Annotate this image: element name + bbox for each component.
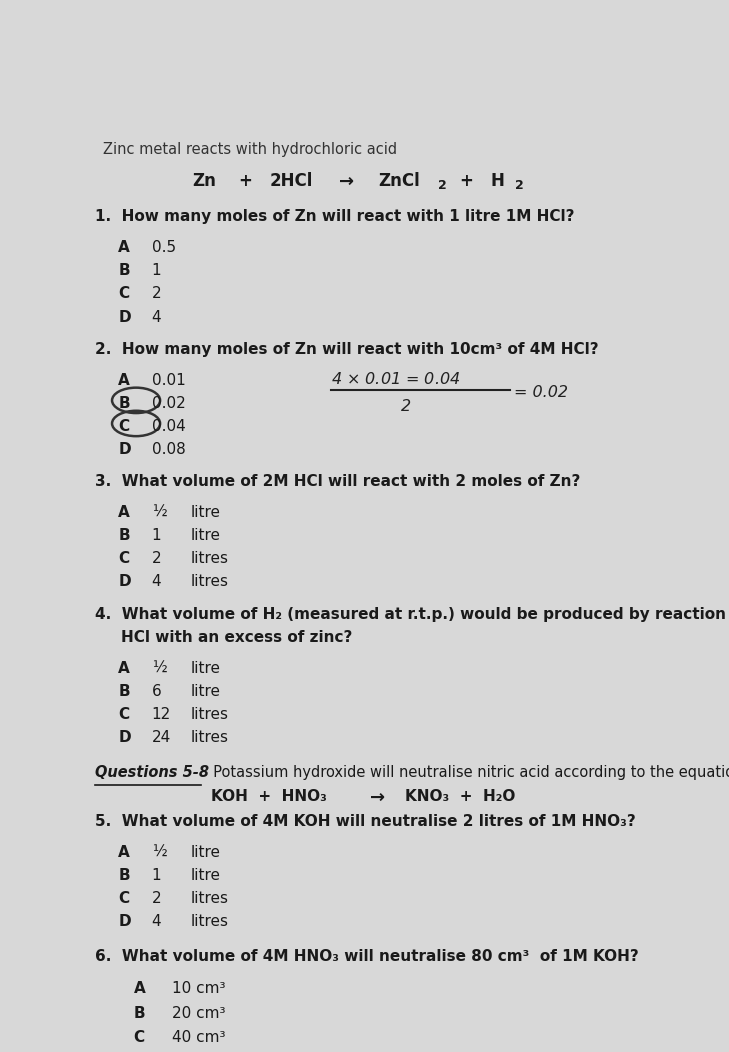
- Text: 0.08: 0.08: [152, 442, 185, 457]
- Text: Questions 5-8: Questions 5-8: [95, 765, 209, 780]
- Text: litres: litres: [190, 730, 228, 745]
- Text: Zinc metal reacts with hydrochloric acid: Zinc metal reacts with hydrochloric acid: [103, 142, 397, 157]
- Text: A: A: [118, 845, 130, 859]
- Text: KNO₃  +  H₂O: KNO₃ + H₂O: [405, 789, 515, 804]
- Text: D: D: [118, 574, 131, 589]
- Text: 2: 2: [515, 179, 524, 191]
- Text: litres: litres: [190, 574, 228, 589]
- Text: = 0.02: = 0.02: [513, 385, 567, 400]
- Text: B: B: [118, 868, 130, 883]
- Text: A: A: [118, 240, 130, 256]
- Text: +: +: [238, 173, 252, 190]
- Text: C: C: [118, 891, 129, 906]
- Text: Potassium hydroxide will neutralise nitric acid according to the equation: Potassium hydroxide will neutralise nitr…: [203, 765, 729, 780]
- Text: ½: ½: [152, 845, 166, 859]
- Text: D: D: [118, 442, 131, 457]
- Text: →: →: [370, 789, 385, 807]
- Text: D: D: [118, 309, 131, 324]
- Text: 4: 4: [152, 309, 161, 324]
- Text: ZnCl: ZnCl: [378, 173, 420, 190]
- Text: litres: litres: [190, 914, 228, 929]
- Text: B: B: [118, 396, 130, 410]
- Text: C: C: [133, 1030, 145, 1046]
- Text: litres: litres: [190, 551, 228, 566]
- Text: +: +: [459, 173, 473, 190]
- Text: litre: litre: [190, 528, 220, 543]
- Text: 3.  What volume of 2M HCl will react with 2 moles of Zn?: 3. What volume of 2M HCl will react with…: [95, 474, 580, 489]
- Text: KOH  +  HNO₃: KOH + HNO₃: [211, 789, 327, 804]
- Text: Zn: Zn: [192, 173, 216, 190]
- Text: 1.  How many moles of Zn will react with 1 litre 1M HCl?: 1. How many moles of Zn will react with …: [95, 209, 574, 224]
- Text: 6: 6: [152, 684, 161, 699]
- Text: 40 cm³: 40 cm³: [173, 1030, 226, 1046]
- Text: litre: litre: [190, 661, 220, 675]
- Text: litres: litres: [190, 707, 228, 722]
- Text: 2: 2: [438, 179, 447, 191]
- Text: 6.  What volume of 4M HNO₃ will neutralise 80 cm³  of 1M KOH?: 6. What volume of 4M HNO₃ will neutralis…: [95, 949, 639, 964]
- Text: 4: 4: [152, 914, 161, 929]
- Text: ½: ½: [152, 505, 166, 520]
- Text: 4.  What volume of H₂ (measured at r.t.p.) would be produced by reaction of 1 li: 4. What volume of H₂ (measured at r.t.p.…: [95, 607, 729, 622]
- Text: 1: 1: [152, 263, 161, 279]
- Text: litre: litre: [190, 505, 220, 520]
- Text: →: →: [339, 173, 354, 190]
- Text: 4 $\times$ 0.01 = 0.04: 4 $\times$ 0.01 = 0.04: [332, 371, 461, 387]
- Text: 2: 2: [152, 551, 161, 566]
- Text: C: C: [118, 707, 129, 722]
- Text: 5.  What volume of 4M KOH will neutralise 2 litres of 1M HNO₃?: 5. What volume of 4M KOH will neutralise…: [95, 814, 636, 829]
- Text: ½: ½: [152, 661, 166, 675]
- Text: HCl with an excess of zinc?: HCl with an excess of zinc?: [120, 630, 352, 645]
- Text: 2: 2: [152, 286, 161, 302]
- Text: 1: 1: [152, 528, 161, 543]
- Text: A: A: [133, 980, 146, 996]
- Text: B: B: [118, 684, 130, 699]
- Text: A: A: [118, 505, 130, 520]
- Text: 0.04: 0.04: [152, 419, 185, 433]
- Text: 0.5: 0.5: [152, 240, 176, 256]
- Text: 12: 12: [152, 707, 171, 722]
- Text: C: C: [118, 551, 129, 566]
- Text: 1: 1: [152, 868, 161, 883]
- Text: B: B: [133, 1006, 145, 1020]
- Text: D: D: [118, 730, 131, 745]
- Text: litre: litre: [190, 845, 220, 859]
- Text: litres: litres: [190, 891, 228, 906]
- Text: B: B: [118, 263, 130, 279]
- Text: 20 cm³: 20 cm³: [173, 1006, 226, 1020]
- Text: A: A: [118, 372, 130, 387]
- Text: C: C: [118, 419, 129, 433]
- Text: 0.02: 0.02: [152, 396, 185, 410]
- Text: H: H: [490, 173, 504, 190]
- Text: 2.  How many moles of Zn will react with 10cm³ of 4M HCl?: 2. How many moles of Zn will react with …: [95, 342, 599, 357]
- Text: A: A: [118, 661, 130, 675]
- Text: 2: 2: [152, 891, 161, 906]
- Text: litre: litre: [190, 684, 220, 699]
- Text: 2: 2: [401, 399, 411, 413]
- Text: 4: 4: [152, 574, 161, 589]
- Text: D: D: [118, 914, 131, 929]
- Text: 24: 24: [152, 730, 171, 745]
- Text: litre: litre: [190, 868, 220, 883]
- Text: 10 cm³: 10 cm³: [173, 980, 226, 996]
- Text: 0.01: 0.01: [152, 372, 185, 387]
- Text: C: C: [118, 286, 129, 302]
- Text: 2HCl: 2HCl: [270, 173, 313, 190]
- Text: B: B: [118, 528, 130, 543]
